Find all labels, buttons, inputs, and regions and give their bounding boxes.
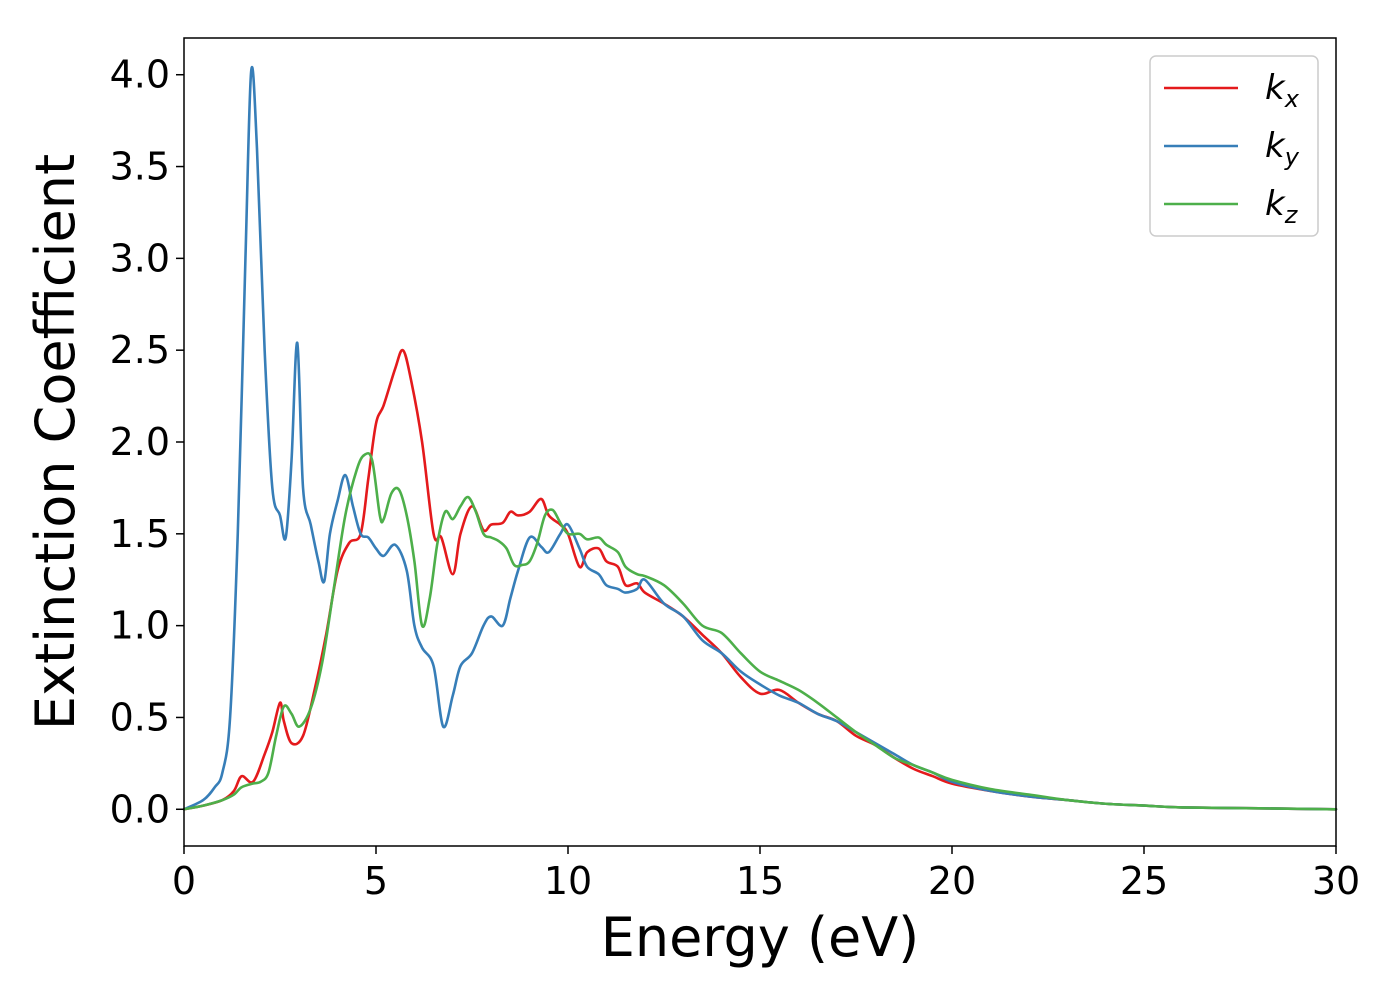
y-tick-label: 2.0 <box>110 420 170 464</box>
legend-label-kz: kz <box>1265 184 1299 229</box>
legend-label-ky: ky <box>1265 126 1300 171</box>
y-tick-label: 0.0 <box>110 787 170 831</box>
y-tick-label: 4.0 <box>110 53 170 97</box>
y-axis-ticks: 0.0 0.5 1.0 1.5 2.0 2.5 3.0 3.5 4.0 <box>110 53 184 831</box>
series-line-kx <box>182 348 1338 811</box>
series-layer <box>182 65 1338 811</box>
x-tick-label: 5 <box>364 859 388 903</box>
y-tick-label: 3.5 <box>110 145 170 189</box>
x-tick-label: 20 <box>928 859 976 903</box>
x-axis-title: Energy (eV) <box>601 906 920 969</box>
y-tick-label: 1.5 <box>110 512 170 556</box>
y-axis-title: Extinction Coefficient <box>24 154 87 730</box>
x-tick-label: 30 <box>1312 859 1360 903</box>
y-tick-label: 1.0 <box>110 604 170 648</box>
series-line-kz <box>182 451 1338 811</box>
x-tick-label: 15 <box>736 859 784 903</box>
y-tick-label: 0.5 <box>110 695 170 739</box>
x-axis-ticks: 0 5 10 15 20 25 30 <box>172 846 1360 903</box>
legend: kx ky kz <box>1149 55 1319 237</box>
legend-label-kx: kx <box>1265 68 1300 113</box>
x-tick-label: 25 <box>1120 859 1168 903</box>
y-tick-label: 3.0 <box>110 236 170 280</box>
x-tick-label: 10 <box>544 859 592 903</box>
x-tick-label: 0 <box>172 859 196 903</box>
y-tick-label: 2.5 <box>110 328 170 372</box>
